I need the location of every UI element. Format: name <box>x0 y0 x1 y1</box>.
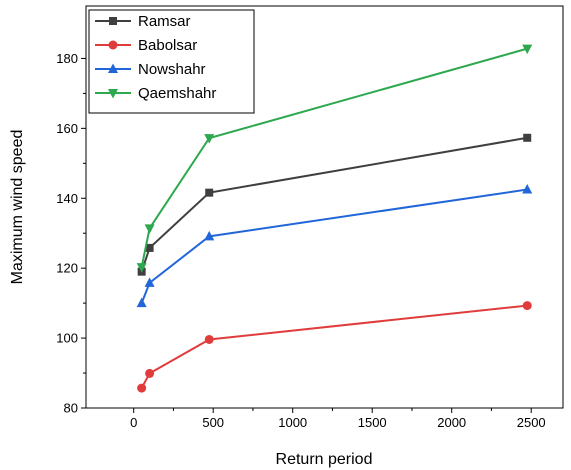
data-point <box>204 230 215 241</box>
legend-marker <box>108 40 118 50</box>
series-line <box>140 136 528 272</box>
data-point <box>136 297 147 308</box>
data-point <box>137 383 147 393</box>
y-tick-label: 80 <box>64 401 78 416</box>
data-point <box>145 368 155 378</box>
legend-marker <box>108 89 118 99</box>
legend-label: Qaemshahr <box>138 85 216 102</box>
data-point <box>522 184 533 194</box>
x-tick-label: 1500 <box>358 415 387 430</box>
legend-label: Babolsar <box>138 37 197 54</box>
data-point <box>145 243 154 252</box>
legend-marker <box>109 17 117 25</box>
legend-label: Ramsar <box>138 13 191 30</box>
data-point <box>522 301 532 311</box>
legend-item-qaemshahr: Qaemshahr <box>95 85 216 102</box>
x-axis-title: Return period <box>276 451 373 468</box>
series-babolsar <box>137 301 532 393</box>
legend-item-nowshahr: Nowshahr <box>95 61 206 78</box>
data-point <box>204 134 215 144</box>
y-tick-label: 100 <box>56 331 78 346</box>
y-tick-label: 160 <box>56 121 78 136</box>
y-tick-label: 120 <box>56 261 78 276</box>
y-axis-title: Maximum wind speed <box>9 130 26 285</box>
legend-box <box>88 9 255 114</box>
legend-label: Nowshahr <box>138 61 206 78</box>
data-point <box>205 188 214 197</box>
series-qaemshahr <box>136 44 533 273</box>
series-line <box>140 188 528 304</box>
data-point <box>144 224 155 234</box>
x-tick-label: 1000 <box>278 415 307 430</box>
legend-item-babolsar: Babolsar <box>95 37 197 54</box>
x-tick-label: 2000 <box>437 415 466 430</box>
axis-ticks: 0 500 1000 1500 2000 2500 80 100 120 140 160 180 <box>56 51 545 430</box>
x-tick-label: 2500 <box>517 415 546 430</box>
y-tick-label: 180 <box>56 51 78 66</box>
legend-item-ramsar: Ramsar <box>95 13 191 30</box>
data-point <box>522 44 533 55</box>
data-point <box>136 263 147 273</box>
data-point <box>204 334 214 344</box>
series-line <box>140 304 528 389</box>
series-nowshahr <box>136 184 533 308</box>
legend: Ramsar Babolsar Nowshahr Qaemshahr <box>88 9 255 114</box>
x-tick-label: 0 <box>130 415 137 430</box>
series-group <box>136 44 533 393</box>
y-tick-label: 140 <box>56 191 78 206</box>
data-point <box>523 133 532 142</box>
x-tick-label: 500 <box>202 415 224 430</box>
plot-frame <box>85 5 564 409</box>
legend-marker <box>108 63 118 73</box>
data-point <box>144 277 155 287</box>
series-line <box>140 47 528 268</box>
series-ramsar <box>137 133 532 276</box>
